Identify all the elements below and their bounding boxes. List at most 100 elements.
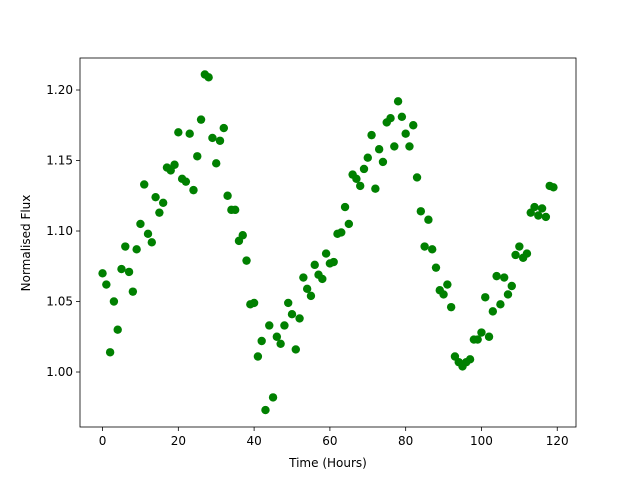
data-point [117, 264, 126, 274]
data-point [344, 219, 354, 229]
data-point [261, 405, 270, 415]
data-point [356, 181, 365, 191]
data-point [223, 191, 232, 200]
data-point [507, 281, 516, 291]
data-point [374, 145, 384, 154]
x-tick-label: 40 [246, 434, 261, 448]
data-point [329, 257, 338, 267]
data-point [265, 321, 274, 330]
data-point [431, 263, 441, 272]
data-point [174, 128, 183, 137]
data-point [185, 129, 194, 138]
data-point [302, 284, 312, 294]
y-tick-label: 1.20 [46, 83, 73, 97]
data-point [534, 211, 543, 220]
data-point [102, 280, 111, 289]
data-point [359, 164, 369, 174]
data-point [428, 245, 437, 254]
data-point [537, 204, 547, 213]
data-point [371, 184, 380, 193]
x-tick-label: 20 [171, 434, 186, 448]
data-point [503, 290, 513, 299]
data-point [477, 328, 486, 337]
data-point [465, 355, 475, 364]
data-point [155, 208, 164, 217]
data-point [405, 142, 414, 151]
x-tick-label: 120 [546, 434, 569, 448]
data-point [321, 249, 331, 258]
y-tick-label: 1.00 [46, 365, 73, 379]
data-point [212, 159, 221, 168]
data-point [310, 260, 319, 270]
x-tick-label: 80 [398, 434, 413, 448]
data-point [393, 97, 403, 106]
data-point [515, 242, 524, 251]
data-point [340, 202, 350, 212]
x-tick-label: 100 [470, 434, 493, 448]
data-point [409, 121, 418, 130]
data-point [128, 287, 138, 296]
data-point [443, 280, 452, 289]
data-point [401, 129, 410, 138]
data-point [299, 273, 308, 282]
data-point [158, 198, 168, 208]
data-point [318, 274, 327, 284]
data-point [481, 293, 490, 302]
data-point [295, 314, 304, 323]
data-point [484, 332, 494, 341]
data-point [496, 300, 505, 309]
data-point [151, 192, 160, 202]
data-point [522, 249, 532, 258]
data-point [276, 339, 285, 349]
data-point [499, 273, 509, 282]
data-point [287, 309, 297, 319]
data-point [121, 242, 130, 251]
data-point [492, 271, 501, 281]
data-point [386, 114, 395, 123]
data-point [242, 256, 251, 265]
data-point [189, 185, 198, 195]
data-point [238, 231, 247, 240]
data-point [257, 336, 266, 346]
data-point [253, 352, 263, 361]
data-point [306, 291, 316, 301]
data-point [352, 174, 361, 184]
data-point [124, 267, 134, 277]
data-point [208, 133, 217, 143]
data-point [230, 205, 240, 215]
data-point [412, 173, 422, 182]
data-point [249, 298, 259, 308]
data-point [181, 177, 191, 186]
data-point [337, 228, 346, 237]
y-tick-label: 1.10 [46, 224, 73, 238]
data-point [488, 307, 498, 316]
data-point [397, 112, 407, 121]
x-tick-label: 0 [99, 434, 107, 448]
data-point [378, 157, 388, 167]
data-point [363, 153, 372, 162]
data-point [132, 245, 141, 254]
data-point [416, 207, 426, 216]
plot-frame [79, 57, 577, 428]
data-point [541, 212, 551, 222]
data-point [140, 180, 149, 189]
data-point [272, 332, 282, 341]
data-point [109, 297, 119, 306]
data-point [219, 123, 228, 133]
data-point [446, 302, 456, 312]
data-point [136, 219, 145, 229]
x-axis-label: Time (Hours) [288, 456, 367, 470]
data-point [98, 269, 107, 278]
x-tick-label: 60 [322, 434, 337, 448]
y-axis-label: Normalised Flux [19, 195, 33, 292]
data-point [113, 325, 122, 334]
data-point [280, 321, 289, 330]
data-point [291, 345, 300, 354]
data-point [268, 393, 278, 402]
data-point [439, 290, 448, 299]
data-point [420, 242, 429, 251]
data-point [284, 298, 293, 308]
data-point [390, 142, 399, 151]
